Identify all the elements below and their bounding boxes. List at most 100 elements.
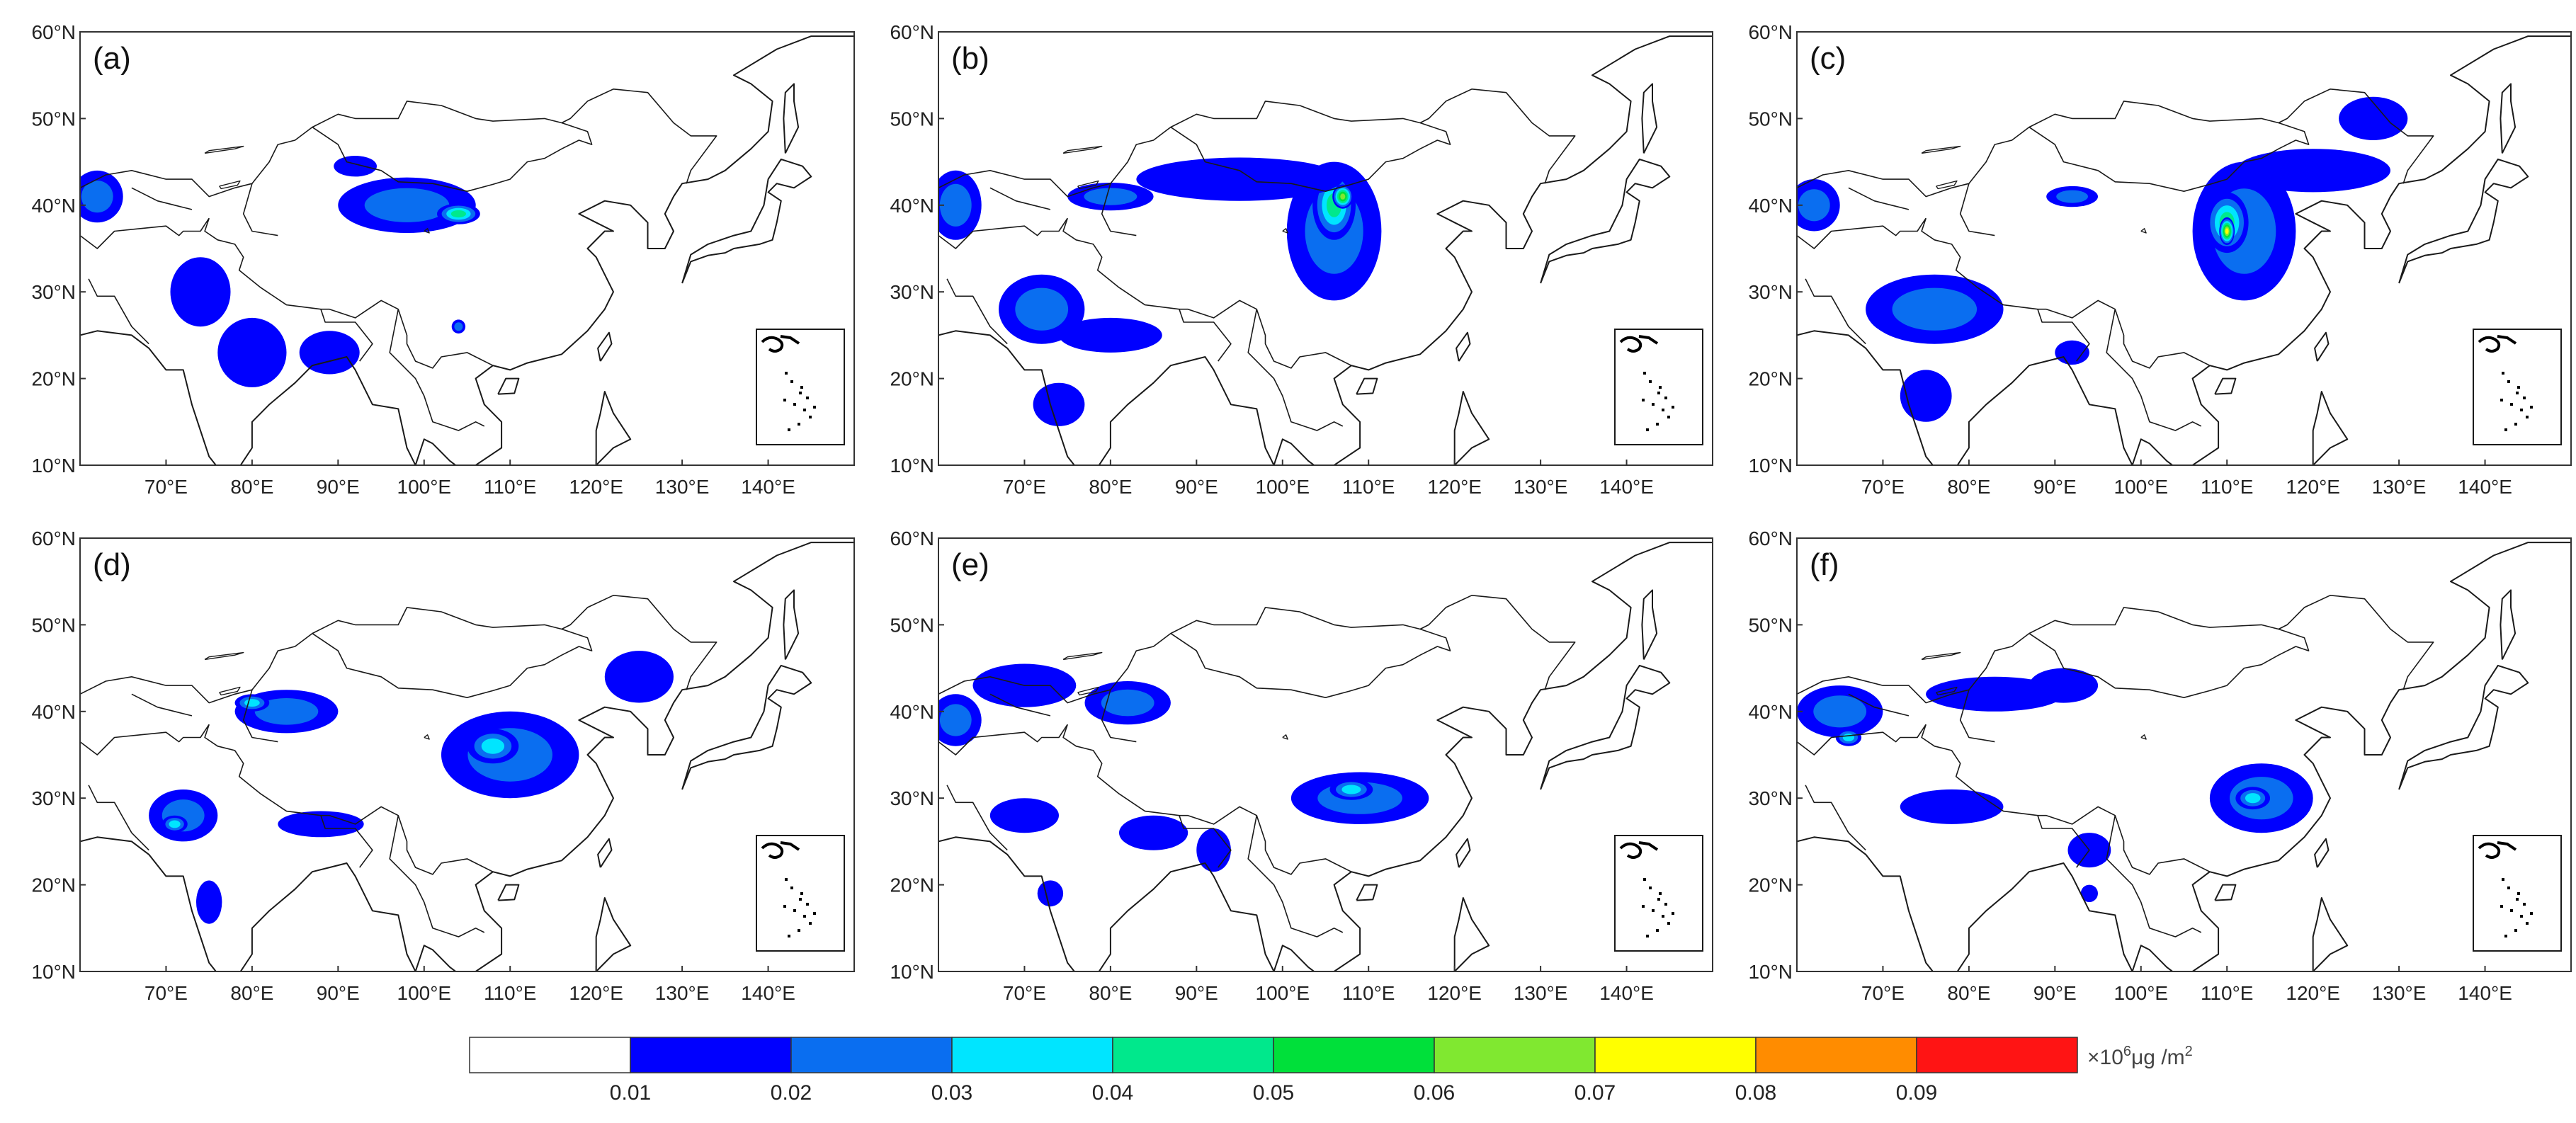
lake-outline bbox=[1077, 180, 1099, 190]
country-border bbox=[80, 594, 717, 704]
coastline bbox=[681, 664, 812, 790]
concentration-contour bbox=[454, 322, 463, 331]
concentration-contour bbox=[1900, 789, 2004, 824]
colorbar-tick-label: 0.02 bbox=[771, 1081, 812, 1105]
coastline bbox=[783, 83, 800, 154]
inset-island bbox=[806, 903, 809, 906]
panel-label: (a) bbox=[93, 41, 131, 76]
inset-island bbox=[2504, 428, 2507, 431]
country-border bbox=[1179, 309, 1232, 362]
inset-island bbox=[2507, 887, 2510, 889]
colorbar-tick-label: 0.09 bbox=[1896, 1081, 1937, 1105]
colorbar-unit: ×106μg /m2 bbox=[2087, 1044, 2193, 1069]
lake-outline bbox=[1921, 651, 1961, 661]
country-border bbox=[389, 309, 485, 431]
concentration-field bbox=[149, 651, 674, 924]
lon-tick-label: 130°E bbox=[655, 982, 710, 1004]
concentration-contour bbox=[2056, 190, 2089, 203]
country-border bbox=[1797, 217, 1927, 249]
lat-tick-label: 50°N bbox=[890, 108, 934, 130]
colorbar-segment bbox=[1916, 1037, 2078, 1073]
inset-island bbox=[2502, 878, 2504, 881]
lat-tick-label: 50°N bbox=[31, 108, 76, 130]
inset-island bbox=[2520, 915, 2523, 918]
concentration-contour bbox=[989, 798, 1059, 833]
coastline bbox=[1540, 664, 1671, 790]
country-border bbox=[1101, 183, 1137, 236]
lon-tick-label: 80°E bbox=[1089, 982, 1132, 1004]
lon-tick-label: 100°E bbox=[1256, 982, 1310, 1004]
coastline bbox=[595, 391, 632, 465]
country-border bbox=[2037, 815, 2090, 868]
coastline bbox=[2398, 664, 2529, 790]
lat-tick-label: 50°N bbox=[31, 614, 76, 636]
inset-island bbox=[2500, 905, 2503, 908]
concentration-field bbox=[80, 156, 480, 387]
inset-island bbox=[788, 935, 790, 937]
panels-group: (a) 60°N 50°N 40°N 30°N 20°N 10°N 70°E 80°E 90°E 1… bbox=[31, 21, 2572, 1004]
colorbar-segment bbox=[1434, 1037, 1596, 1073]
lon-tick-label: 120°E bbox=[569, 982, 623, 1004]
lat-tick-label: 50°N bbox=[1748, 614, 1793, 636]
inset-island bbox=[1672, 912, 1674, 915]
inset-island bbox=[809, 416, 812, 418]
concentration-contour bbox=[278, 811, 364, 838]
inset-island bbox=[2510, 403, 2513, 406]
concentration-contour bbox=[334, 156, 377, 177]
concentration-contour bbox=[2235, 149, 2390, 193]
inset-island bbox=[788, 428, 790, 431]
lat-tick-label: 50°N bbox=[890, 614, 934, 636]
country-border bbox=[1921, 217, 2211, 369]
inset-island bbox=[799, 392, 802, 394]
inset-island bbox=[785, 878, 788, 881]
lake-outline bbox=[219, 686, 241, 696]
map-content bbox=[80, 32, 854, 465]
country-border bbox=[989, 187, 1051, 210]
lon-tick-label: 100°E bbox=[2114, 476, 2169, 498]
coastline bbox=[1540, 158, 1671, 284]
country-border bbox=[1170, 628, 1451, 699]
country-border bbox=[80, 724, 210, 756]
country-border bbox=[989, 693, 1051, 717]
inset-island bbox=[1649, 380, 1652, 383]
lat-tick-label: 40°N bbox=[31, 701, 76, 723]
lon-tick-label: 110°E bbox=[1342, 476, 1395, 498]
colorbar-segment bbox=[1755, 1037, 1917, 1073]
country-border bbox=[946, 278, 1008, 345]
inset-island bbox=[2500, 399, 2503, 401]
map-frame bbox=[938, 537, 1713, 972]
country-border bbox=[1062, 217, 1352, 369]
lat-tick-label: 50°N bbox=[1748, 108, 1793, 130]
coastline bbox=[1456, 838, 1471, 868]
inset-coast bbox=[1619, 841, 1659, 859]
country-border bbox=[80, 217, 210, 249]
lake-outline bbox=[2140, 228, 2147, 234]
country-border bbox=[1101, 689, 1137, 743]
lon-tick-label: 120°E bbox=[2286, 982, 2340, 1004]
inset-island bbox=[1664, 903, 1667, 906]
country-border bbox=[938, 217, 1068, 249]
lat-tick-label: 60°N bbox=[1748, 21, 1793, 43]
lon-tick-label: 100°E bbox=[2114, 982, 2169, 1004]
lon-tick-label: 80°E bbox=[1089, 476, 1132, 498]
coastline bbox=[2214, 377, 2237, 395]
concentration-contour bbox=[939, 183, 972, 227]
concentration-contour bbox=[2225, 228, 2229, 234]
inset-island bbox=[1643, 878, 1646, 881]
map-background bbox=[80, 32, 854, 465]
colorbar-segment bbox=[469, 1037, 631, 1073]
lake-outline bbox=[424, 734, 430, 740]
inset-island bbox=[2514, 929, 2517, 932]
coastline bbox=[2500, 83, 2517, 154]
country-border bbox=[1797, 724, 1927, 756]
concentration-contour bbox=[939, 704, 972, 736]
colorbar-tick-label: 0.08 bbox=[1735, 1081, 1776, 1105]
lat-tick-label: 20°N bbox=[1748, 874, 1793, 896]
lake-outline bbox=[1282, 734, 1288, 740]
inset-island bbox=[2510, 909, 2513, 912]
lon-tick-label: 140°E bbox=[2458, 476, 2512, 498]
concentration-contour bbox=[1059, 317, 1162, 353]
coastline bbox=[2312, 391, 2349, 465]
lon-tick-label: 110°E bbox=[484, 476, 537, 498]
lake-outline bbox=[424, 228, 430, 234]
